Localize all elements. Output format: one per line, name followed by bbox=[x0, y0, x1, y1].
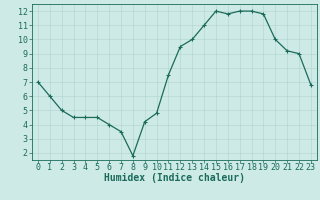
X-axis label: Humidex (Indice chaleur): Humidex (Indice chaleur) bbox=[104, 173, 245, 183]
